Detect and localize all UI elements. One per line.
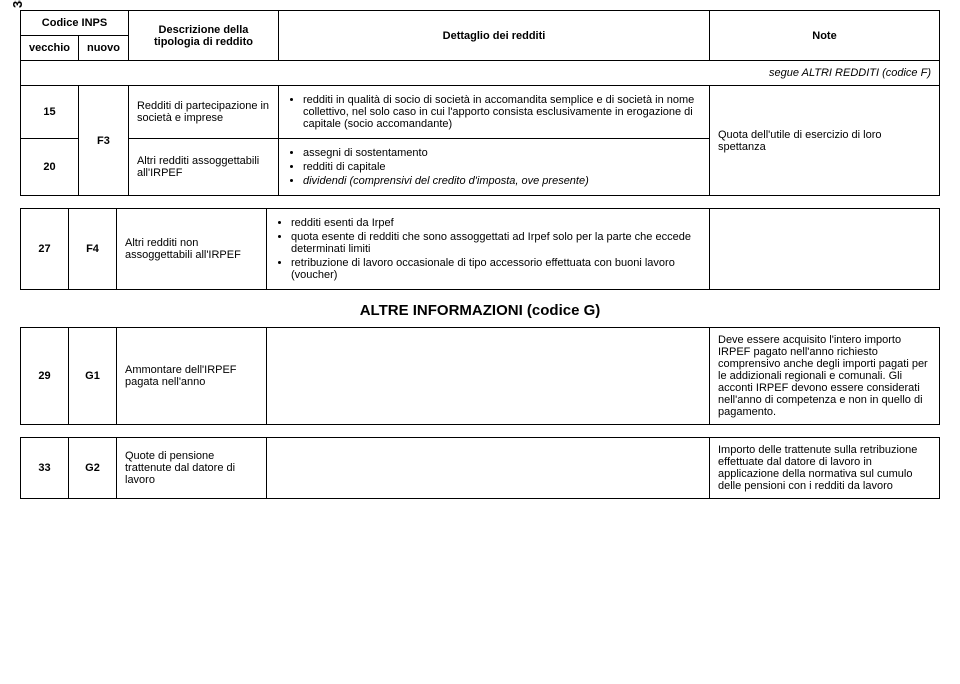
code-cell: 33	[21, 438, 69, 499]
header-codice-text: Codice INPS	[42, 17, 107, 29]
newcode-cell: F3	[78, 86, 128, 196]
note-cell: Deve essere acquisito l'intero importo I…	[710, 328, 940, 425]
detail-item: redditi di capitale	[303, 161, 701, 173]
note-cell: Importo delle trattenute sulla retribuzi…	[710, 438, 940, 499]
info-table-2: 33 G2 Quote di pensione trattenute dal d…	[20, 437, 940, 499]
detail-item: redditi esenti da Irpef	[291, 217, 701, 229]
detail-item-em: dividendi (comprensivi del credito d'imp…	[303, 175, 589, 187]
desc-cell: Quote di pensione trattenute dal datore …	[117, 438, 267, 499]
code-cell: 20	[21, 139, 79, 196]
newcode-cell: G2	[69, 438, 117, 499]
detail-item: retribuzione di lavoro occasionale di ti…	[291, 257, 701, 281]
desc-cell: Altri redditi non assoggettabili all'IRP…	[117, 209, 267, 290]
header-descrizione: Descrizione della tipologia di reddito	[128, 11, 278, 61]
newcode-cell: G1	[69, 328, 117, 425]
desc-cell: Redditi di partecipazione in società e i…	[128, 86, 278, 139]
table-row: 27 F4 Altri redditi non assoggettabili a…	[21, 209, 940, 290]
segue-text: segue ALTRI REDDITI (codice F)	[769, 67, 931, 79]
detail-cell: redditi esenti da Irpef quota esente di …	[267, 209, 710, 290]
detail-cell	[267, 328, 710, 425]
note-cell: Quota dell'utile di esercizio di loro sp…	[710, 86, 940, 196]
detail-item: quota esente di redditi che sono assogge…	[291, 231, 701, 255]
redditi-table-2: 27 F4 Altri redditi non assoggettabili a…	[20, 208, 940, 290]
info-table-1: 29 G1 Ammontare dell'IRPEF pagata nell'a…	[20, 327, 940, 425]
detail-item: assegni di sostentamento	[303, 147, 701, 159]
detail-item: dividendi (comprensivi del credito d'imp…	[303, 175, 701, 187]
table-row: 15 F3 Redditi di partecipazione in socie…	[21, 86, 940, 139]
newcode-cell: F4	[69, 209, 117, 290]
header-vecchio: vecchio	[21, 36, 79, 61]
detail-cell: redditi in qualità di socio di società i…	[278, 86, 709, 139]
detail-cell: assegni di sostentamento redditi di capi…	[278, 139, 709, 196]
header-nuovo: nuovo	[78, 36, 128, 61]
table-row: 29 G1 Ammontare dell'IRPEF pagata nell'a…	[21, 328, 940, 425]
desc-cell: Ammontare dell'IRPEF pagata nell'anno	[117, 328, 267, 425]
code-cell: 27	[21, 209, 69, 290]
note-cell	[710, 209, 940, 290]
segue-row: segue ALTRI REDDITI (codice F)	[21, 61, 940, 86]
page-number: 384	[10, 0, 25, 8]
table-row: 33 G2 Quote di pensione trattenute dal d…	[21, 438, 940, 499]
header-dettaglio: Dettaglio dei redditi	[278, 11, 709, 61]
section-title: ALTRE INFORMAZIONI (codice G)	[20, 302, 940, 319]
header-codice: Codice INPS	[21, 11, 129, 36]
detail-item: redditi in qualità di socio di società i…	[303, 94, 701, 130]
desc-cell: Altri redditi assoggettabili all'IRPEF	[128, 139, 278, 196]
code-cell: 15	[21, 86, 79, 139]
detail-cell	[267, 438, 710, 499]
redditi-table-1: Codice INPS Descrizione della tipologia …	[20, 10, 940, 196]
code-cell: 29	[21, 328, 69, 425]
header-note: Note	[710, 11, 940, 61]
